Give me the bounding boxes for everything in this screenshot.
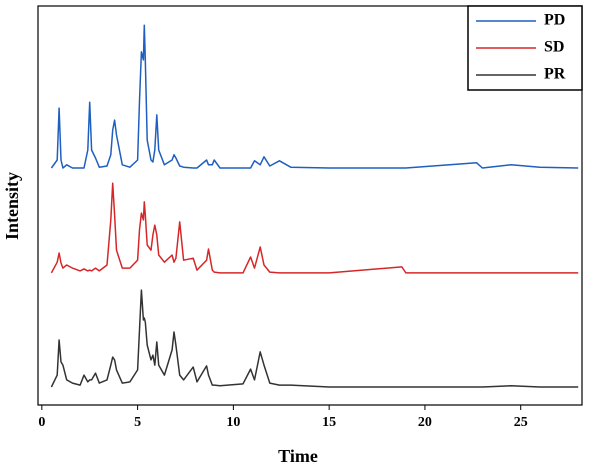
x-tick-label: 10 [226, 415, 240, 430]
x-axis-label: Time [278, 446, 318, 466]
series-line [50, 182, 579, 274]
series-line [50, 24, 579, 169]
legend-label: PR [544, 66, 566, 83]
legend-label: PD [544, 12, 565, 29]
x-tick-label: 0 [38, 415, 45, 430]
x-tick-label: 20 [418, 415, 432, 430]
legend-label: SD [544, 39, 564, 56]
plot-frame [37, 5, 583, 406]
x-tick-label: 5 [134, 415, 141, 430]
x-tick-label: 25 [514, 415, 528, 430]
x-tick-label: 15 [322, 415, 336, 430]
y-axis-label: Intensity [2, 172, 22, 240]
series-line [50, 289, 579, 388]
